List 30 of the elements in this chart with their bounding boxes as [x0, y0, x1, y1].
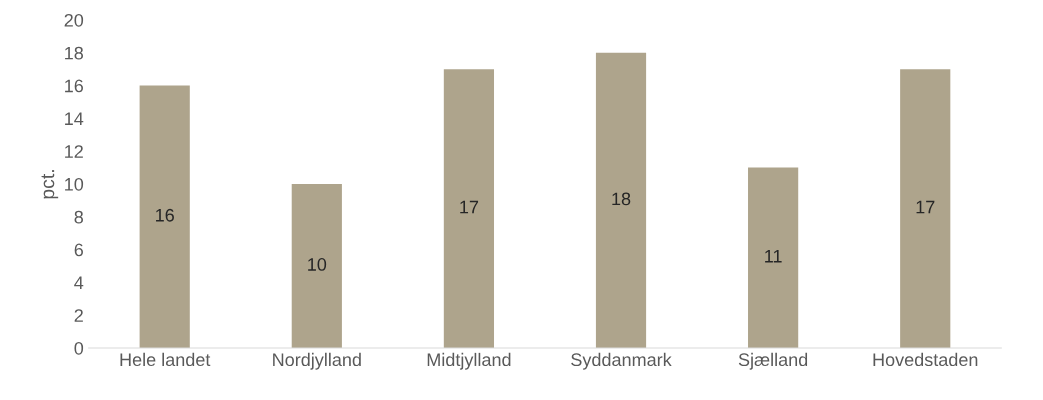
- bar: [595, 52, 647, 348]
- x-tick-label: Syddanmark: [571, 352, 672, 370]
- y-tick-label: 4: [74, 276, 84, 289]
- data-label: 18: [612, 192, 631, 206]
- bar: [748, 167, 799, 348]
- x-tick-label: Sjælland: [738, 352, 808, 370]
- y-tick-label: 8: [74, 210, 84, 224]
- y-tick-label: 16: [65, 79, 83, 93]
- y-axis-title: pct.: [41, 170, 59, 199]
- y-tick-label: 2: [74, 309, 83, 322]
- y-tick-label: 20: [64, 13, 84, 27]
- y-tick-label: 0: [74, 341, 84, 355]
- x-tick-label: Hovedstaden: [873, 352, 978, 367]
- bar: [139, 85, 190, 348]
- bar: [900, 69, 951, 348]
- data-label: 10: [308, 258, 327, 271]
- data-label: 11: [765, 250, 782, 263]
- x-tick-label: Hele landet: [120, 352, 211, 367]
- data-label: 17: [460, 200, 479, 214]
- x-tick-label: Nordjylland: [273, 352, 361, 370]
- y-tick-label: 10: [65, 177, 84, 191]
- bar: [443, 69, 495, 348]
- x-tick-label: Midtjylland: [427, 352, 511, 370]
- data-label: 17: [916, 200, 935, 214]
- bar: [291, 184, 342, 348]
- y-tick-label: 14: [65, 112, 84, 125]
- y-tick-label: 12: [65, 145, 83, 158]
- data-label: 16: [156, 208, 174, 222]
- y-tick-label: 6: [74, 243, 83, 257]
- y-tick-label: 18: [65, 46, 84, 60]
